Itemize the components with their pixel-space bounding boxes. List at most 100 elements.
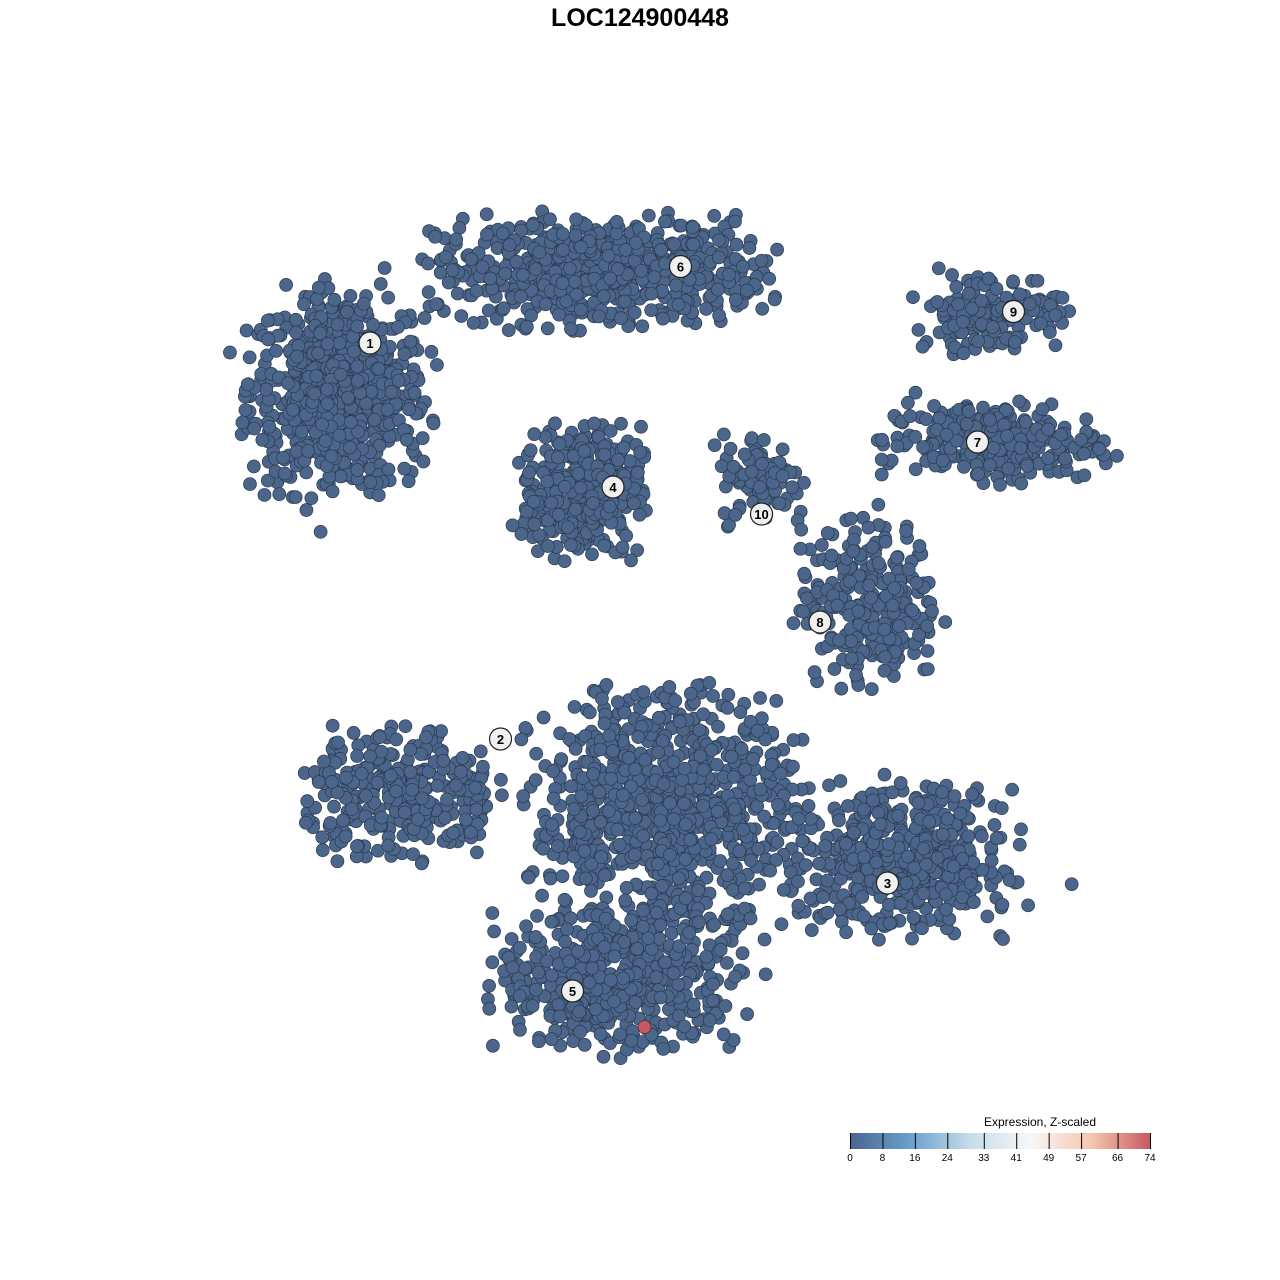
- cell-point-cluster-5: [650, 857, 665, 871]
- cell-point-cluster-5: [562, 954, 576, 969]
- cell-point-cluster-1: [310, 292, 324, 306]
- cell-point-cluster-8: [793, 541, 808, 556]
- cell-point-cluster-7: [1074, 432, 1089, 447]
- cell-point-cluster-5: [605, 744, 620, 758]
- cell-point-cluster-5: [631, 730, 646, 744]
- cell-point-cluster-4: [568, 502, 583, 517]
- cell-point-cluster-1: [294, 424, 309, 439]
- cell-point-cluster-6: [501, 323, 516, 337]
- cell-point-cluster-6: [609, 215, 624, 229]
- cell-point-cluster-5: [638, 752, 652, 767]
- cell-point-cluster-6: [449, 232, 464, 247]
- cell-point-cluster-6: [722, 267, 736, 282]
- cell-point-cluster-9: [951, 297, 966, 312]
- cell-point-cluster-5: [724, 749, 739, 764]
- cell-point-cluster-7: [1058, 451, 1072, 466]
- cell-point-cluster-5: [696, 799, 710, 813]
- cell-point-cluster-6: [496, 301, 511, 316]
- cell-point-cluster-5: [540, 954, 554, 968]
- cell-point-cluster-7: [1041, 422, 1055, 437]
- cell-point-cluster-5: [677, 1019, 692, 1034]
- cell-point-cluster-5: [618, 893, 633, 908]
- cell-point-cluster-6: [767, 292, 782, 307]
- cell-point-cluster-9: [1008, 335, 1022, 349]
- cell-point-cluster-3: [833, 774, 848, 788]
- cell-point-cluster-7: [1092, 442, 1106, 456]
- cell-point-cluster-4: [551, 507, 566, 522]
- cell-point-cluster-10: [772, 496, 787, 511]
- cell-point-cluster-6: [552, 307, 566, 322]
- cell-point-cluster-8: [938, 615, 953, 629]
- cell-point-cluster-5: [529, 746, 544, 761]
- cell-point-cluster-5: [577, 1038, 592, 1052]
- cell-point-cluster-5: [525, 999, 540, 1013]
- cell-point-cluster-4: [552, 437, 567, 451]
- cell-point-cluster-5: [786, 759, 800, 774]
- cell-point-cluster-4: [540, 474, 555, 489]
- cell-point-cluster-5: [551, 997, 566, 1012]
- cell-point-cluster-6: [728, 292, 743, 307]
- cell-point-cluster-3: [919, 857, 933, 872]
- cell-point-cluster-5: [504, 999, 519, 1014]
- cell-point-cluster-5: [573, 825, 587, 840]
- cell-point-cluster-2: [494, 788, 509, 803]
- cell-point-cluster-2: [403, 765, 418, 779]
- cell-point-cluster-1: [407, 385, 422, 400]
- cell-point-cluster-4: [627, 496, 641, 511]
- colorbar-tick-label: 57: [1075, 1153, 1087, 1164]
- cell-point-cluster-5: [671, 871, 686, 886]
- cell-point-cluster-5: [653, 990, 668, 1005]
- cell-point-cluster-3: [801, 799, 816, 813]
- cell-point-cluster-5: [791, 811, 806, 826]
- cell-point-cluster-9: [985, 320, 1000, 334]
- cell-point-cluster-5: [588, 1002, 603, 1017]
- cell-point-cluster-4: [619, 528, 633, 543]
- cell-point-cluster-5: [607, 994, 621, 1009]
- cell-point-cluster-5: [612, 837, 627, 852]
- cell-point-cluster-7: [1077, 468, 1092, 483]
- cell-point-cluster-1: [359, 396, 373, 411]
- cell-point-cluster-5: [664, 926, 679, 941]
- cell-point-cluster-4: [523, 443, 538, 458]
- cell-point-cluster-6: [421, 256, 435, 271]
- cell-point-cluster-2: [389, 784, 403, 799]
- cell-point-cluster-5: [535, 888, 549, 903]
- cell-point-cluster-5: [516, 789, 531, 803]
- cell-point-cluster-4: [603, 424, 618, 438]
- cell-point-cluster-5: [628, 811, 643, 825]
- cell-point-cluster-3: [940, 812, 955, 826]
- cell-point-cluster-3: [839, 925, 853, 940]
- cell-point-cluster-8: [878, 534, 893, 549]
- cell-point-cluster-9: [1048, 308, 1063, 323]
- cell-point-cluster-5: [577, 844, 592, 858]
- cell-point-cluster-6: [513, 289, 528, 304]
- cell-point-cluster-7: [1014, 476, 1029, 491]
- cell-point-cluster-1: [277, 466, 292, 481]
- cell-point-cluster-7: [1018, 415, 1033, 429]
- cell-point-cluster-8: [890, 550, 904, 565]
- cell-point-cluster-2: [372, 730, 387, 744]
- cell-point-cluster-5: [678, 852, 693, 867]
- cell-point-cluster-8: [797, 566, 812, 581]
- cell-point-cluster-8: [814, 538, 829, 552]
- cell-point-cluster-3: [891, 808, 906, 823]
- cell-point-cluster-1: [367, 412, 382, 427]
- cell-point-cluster-5: [613, 1027, 627, 1042]
- cell-point-cluster-1: [402, 402, 416, 417]
- cell-point-cluster-2: [458, 812, 473, 827]
- cell-point-cluster-3: [866, 793, 880, 808]
- cell-point-cluster-3: [893, 776, 908, 790]
- cell-point-cluster-5: [593, 1027, 608, 1041]
- cell-point-cluster-5: [636, 919, 650, 934]
- cell-point-cluster-5: [726, 883, 740, 897]
- cell-point-cluster-3: [935, 827, 950, 842]
- cell-point-cluster-5: [573, 1024, 588, 1039]
- cell-point-cluster-1: [343, 415, 358, 429]
- cell-point-cluster-6: [617, 294, 632, 309]
- cell-point-cluster-3: [833, 902, 847, 917]
- cluster-label-7: 7: [965, 430, 990, 454]
- cell-point-cluster-5: [596, 1049, 611, 1064]
- cell-point-cluster-6: [569, 287, 584, 302]
- cell-point-cluster-5: [649, 970, 664, 984]
- cell-point-cluster-6: [555, 276, 570, 290]
